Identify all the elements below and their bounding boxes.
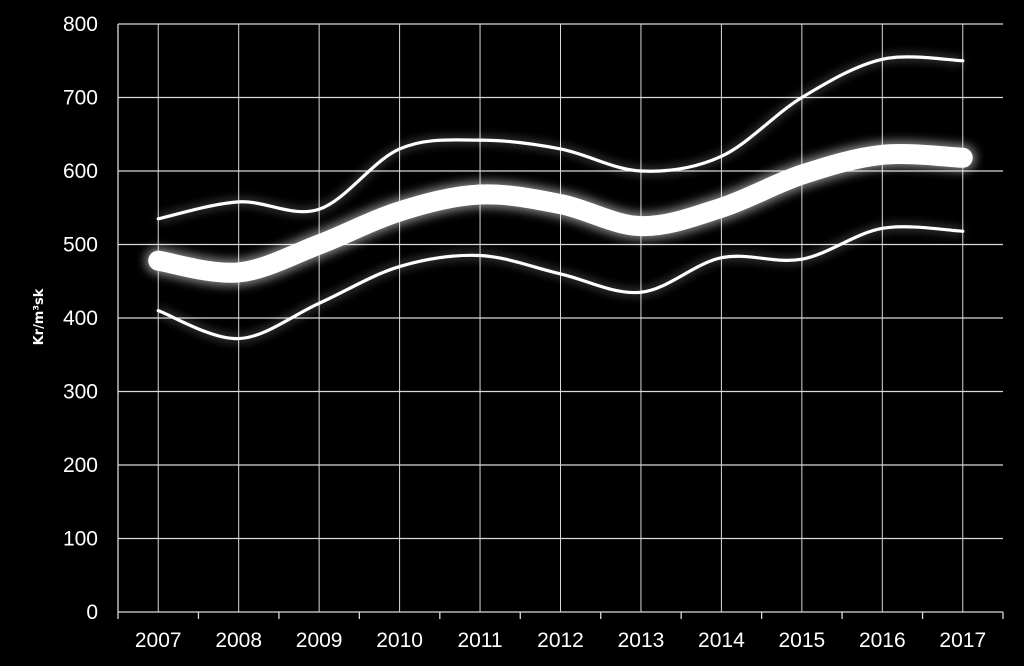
x-tick-label-2009: 2009 [296, 629, 343, 652]
y-tick-label-400: 400 [63, 307, 98, 330]
y-tick-label-200: 200 [63, 454, 98, 477]
y-tick-label-700: 700 [63, 87, 98, 110]
y-axis-title: Kr/m³sk [32, 288, 47, 345]
x-tick-label-2007: 2007 [135, 629, 182, 652]
x-tick-label-2014: 2014 [698, 629, 745, 652]
tick-labels: 0 100 200 300 400 500 600 700 800 2007 2008 2009 201… [63, 13, 986, 652]
x-tick-label-2015: 2015 [779, 629, 826, 652]
y-tick-label-100: 100 [63, 528, 98, 551]
x-tick-label-2010: 2010 [376, 629, 423, 652]
series-line-0 [156, 55, 965, 221]
series-line-2 [156, 225, 965, 341]
y-tick-label-500: 500 [63, 234, 98, 257]
y-tick-label-0: 0 [86, 601, 98, 624]
x-tick-label-2008: 2008 [215, 629, 262, 652]
y-tick-label-300: 300 [63, 381, 98, 404]
x-tick-label-2016: 2016 [859, 629, 906, 652]
x-tick-label-2012: 2012 [537, 629, 584, 652]
x-tick-label-2017: 2017 [939, 629, 986, 652]
x-tick-label-2011: 2011 [457, 629, 502, 652]
y-tick-label-600: 600 [63, 160, 98, 183]
y-tick-label-800: 800 [63, 13, 98, 36]
x-tick-label-2013: 2013 [618, 629, 665, 652]
axes [117, 24, 1004, 619]
series-line-1 [148, 144, 973, 283]
gridlines [118, 23, 1003, 612]
series-lines [145, 54, 976, 342]
